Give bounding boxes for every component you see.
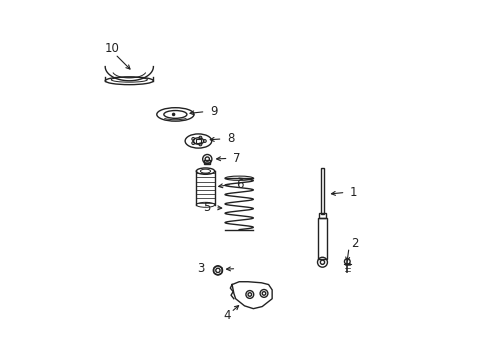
Text: 8: 8 [226,132,234,145]
Text: 9: 9 [210,105,217,118]
Text: 6: 6 [236,178,244,191]
Text: 7: 7 [232,152,240,165]
Text: 1: 1 [349,186,357,199]
Text: 10: 10 [104,42,120,55]
Circle shape [172,113,174,116]
Text: 3: 3 [197,262,204,275]
Text: 2: 2 [350,237,358,250]
Text: 4: 4 [224,309,231,322]
Text: 5: 5 [203,201,210,214]
